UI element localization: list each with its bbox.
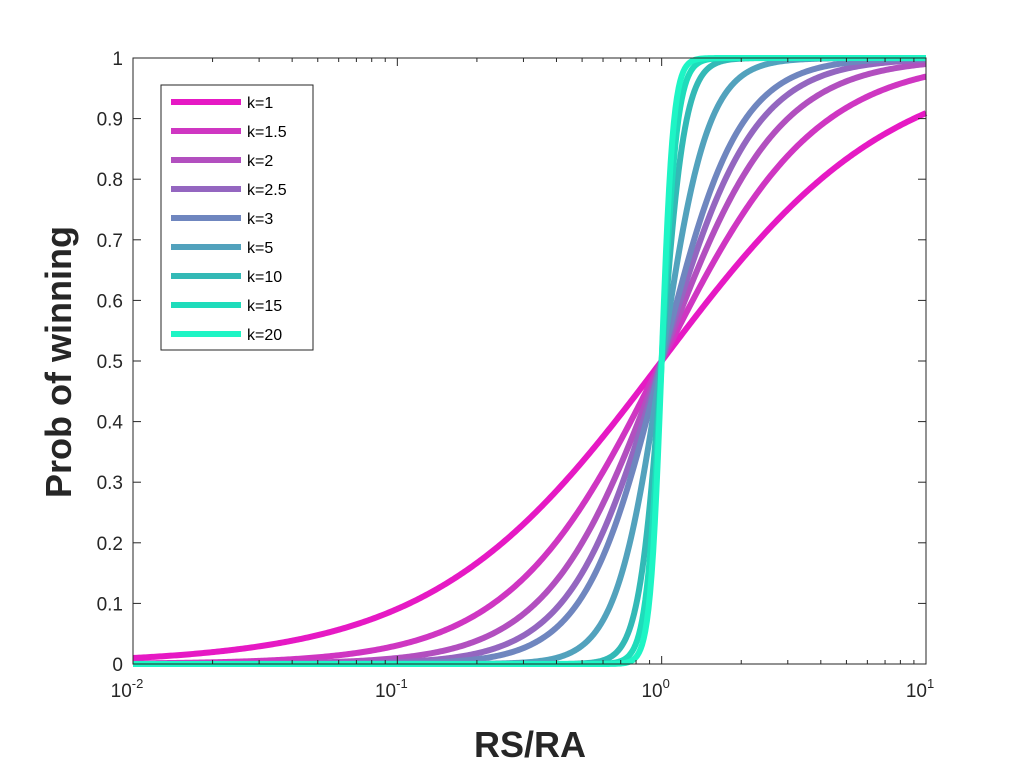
y-tick-label: 0.9 <box>97 110 123 131</box>
y-axis-title: Prob of winning <box>38 226 79 498</box>
y-tick-label: 1 <box>112 49 123 70</box>
y-tick-label: 0.8 <box>97 170 123 191</box>
series-line-k-1 <box>131 110 928 661</box>
legend-label: k=1 <box>247 95 273 112</box>
legend-label: k=1.5 <box>247 124 287 141</box>
y-tick-label: 0.1 <box>97 594 123 615</box>
legend-label: k=2 <box>247 153 273 170</box>
legend-label: k=3 <box>247 211 273 228</box>
x-tick-label: 100 <box>641 676 669 702</box>
y-tick-label: 0 <box>112 655 123 676</box>
y-tick-label: 0.5 <box>97 352 123 373</box>
y-tick-label: 0.7 <box>97 231 123 252</box>
legend: k=1 k=1.5 k=2 k=2.5 k=3 k=5 k=10 k=15 k=20 <box>160 84 314 351</box>
legend-label: k=2.5 <box>247 182 287 199</box>
y-tick-label: 0.6 <box>97 291 123 312</box>
y-tick-label: 0.2 <box>97 534 123 555</box>
y-tick-label: 0.3 <box>97 473 123 494</box>
x-axis-title: RS/RA <box>474 724 586 765</box>
x-tick-label: 10-2 <box>111 676 144 702</box>
x-tick-label: 10-1 <box>375 676 408 702</box>
legend-label: k=5 <box>247 240 273 257</box>
x-tick-label: 101 <box>906 676 934 702</box>
legend-label: k=20 <box>247 327 282 344</box>
axes-layer: 0 0.1 0.2 0.3 0.4 0.5 0.6 0.7 0.8 0.9 1 10-2 10-1 100… <box>97 49 935 702</box>
legend-label: k=10 <box>247 269 282 286</box>
legend-label: k=15 <box>247 298 282 315</box>
y-tick-label: 0.4 <box>97 413 124 434</box>
